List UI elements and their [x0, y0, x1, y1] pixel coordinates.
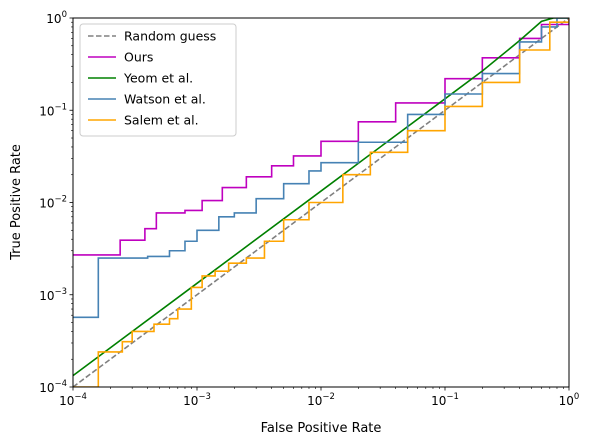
series-line-watson-et-al: [73, 18, 569, 319]
legend-label-random-guess: Random guess: [124, 29, 216, 44]
series-layer: [73, 18, 569, 387]
y-tick-label: 10−2: [39, 195, 67, 211]
series-line-salem-et-al: [73, 18, 569, 387]
y-tick-label: 10−1: [39, 102, 67, 118]
x-tick-label: 100: [559, 392, 580, 408]
legend-label-salem-et-al: Salem et al.: [124, 113, 199, 128]
series-line-ours: [73, 18, 569, 256]
legend-label-watson-et-al: Watson et al.: [124, 92, 206, 107]
x-tick-label: 10−2: [307, 392, 335, 408]
x-tick-label: 10−4: [59, 392, 87, 408]
x-tick-label: 10−1: [431, 392, 459, 408]
y-tick-label: 10−3: [39, 287, 67, 303]
series-line-yeom-et-al: [73, 18, 569, 377]
legend-label-ours: Ours: [124, 50, 153, 65]
legend-frame: [79, 23, 237, 137]
x-tick-label: 10−3: [183, 392, 211, 408]
y-axis-label: True Positive Rate: [9, 144, 24, 261]
legend: Random guess Ours Yeom et al. Watson et al.…: [79, 23, 237, 137]
legend-label-yeom-et-al: Yeom et al.: [123, 71, 193, 86]
x-axis-label: False Positive Rate: [261, 421, 382, 436]
y-tick-label: 100: [46, 10, 67, 26]
y-axis: 10−4 10−3 10−2 10−1 100: [39, 10, 73, 395]
y-tick-label: 10−4: [39, 379, 67, 395]
x-axis: 10−4 10−3 10−2 10−1 100: [59, 387, 579, 408]
